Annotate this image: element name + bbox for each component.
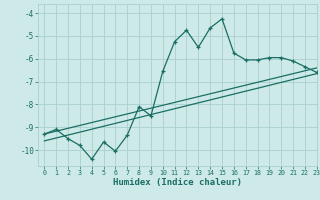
X-axis label: Humidex (Indice chaleur): Humidex (Indice chaleur) [113, 178, 242, 187]
